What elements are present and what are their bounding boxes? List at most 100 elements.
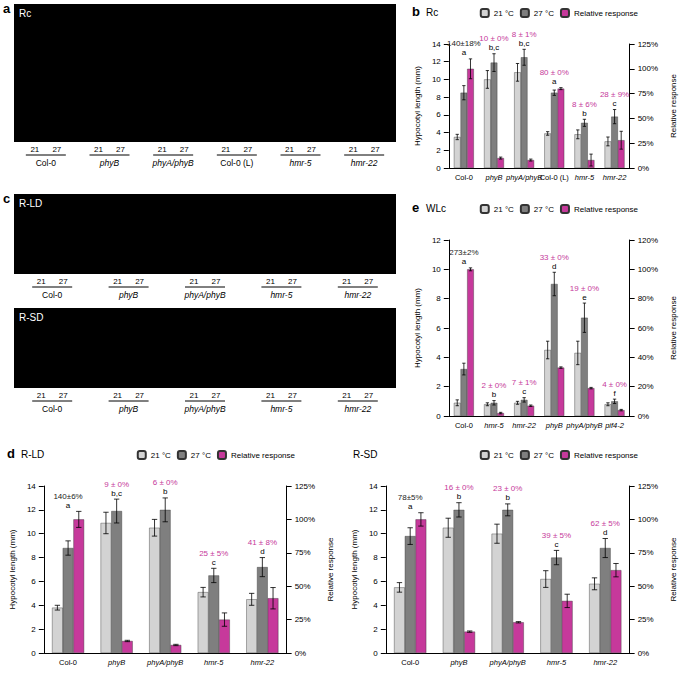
- svg-text:21: 21: [158, 145, 167, 154]
- svg-text:0: 0: [436, 164, 441, 173]
- svg-text:125%: 125%: [638, 482, 658, 491]
- svg-text:hmr-22: hmr-22: [344, 404, 371, 414]
- svg-text:hmr-5: hmr-5: [575, 173, 595, 182]
- svg-text:R-SD: R-SD: [353, 449, 377, 460]
- svg-text:Col-0: Col-0: [36, 158, 57, 168]
- svg-text:20%: 20%: [638, 382, 654, 391]
- svg-text:75%: 75%: [638, 89, 654, 98]
- svg-text:phyA/phyB: phyA/phyB: [183, 290, 225, 300]
- svg-text:a: a: [552, 77, 557, 86]
- svg-text:b: b: [505, 493, 510, 502]
- svg-text:12: 12: [369, 505, 378, 514]
- svg-text:Relative response: Relative response: [574, 9, 639, 18]
- svg-text:2: 2: [436, 146, 441, 155]
- svg-text:e: e: [412, 200, 419, 215]
- svg-text:75%: 75%: [295, 548, 311, 557]
- svg-text:b,c: b,c: [111, 489, 122, 498]
- svg-text:10: 10: [432, 75, 441, 84]
- svg-text:phyA/phyB: phyA/phyB: [489, 658, 526, 667]
- svg-text:25%: 25%: [638, 139, 654, 148]
- svg-text:b,c: b,c: [519, 39, 530, 48]
- svg-text:Col-0: Col-0: [455, 421, 473, 430]
- svg-text:27: 27: [180, 145, 189, 154]
- svg-text:6: 6: [436, 324, 441, 333]
- svg-text:21: 21: [113, 391, 122, 400]
- svg-text:Col-0: Col-0: [401, 658, 419, 667]
- svg-text:hmr-22: hmr-22: [344, 290, 371, 300]
- svg-text:c: c: [212, 558, 216, 567]
- svg-text:Col-0: Col-0: [42, 290, 63, 300]
- svg-text:4: 4: [373, 601, 378, 610]
- svg-text:27 °C: 27 °C: [534, 205, 554, 214]
- svg-text:hmr-5: hmr-5: [204, 658, 224, 667]
- svg-text:21 °C: 21 °C: [494, 451, 514, 460]
- svg-text:27 °C: 27 °C: [191, 451, 211, 460]
- svg-text:WLc: WLc: [426, 203, 446, 214]
- svg-text:b: b: [457, 492, 462, 501]
- svg-text:8: 8: [436, 294, 441, 303]
- svg-text:27: 27: [288, 277, 297, 286]
- svg-text:pif4-2: pif4-2: [604, 421, 625, 430]
- svg-text:d: d: [7, 446, 15, 461]
- svg-text:50%: 50%: [638, 582, 654, 591]
- svg-text:27: 27: [135, 391, 144, 400]
- svg-text:23 ± 0%: 23 ± 0%: [493, 484, 522, 493]
- svg-text:41 ± 8%: 41 ± 8%: [248, 538, 277, 547]
- svg-text:33 ± 0%: 33 ± 0%: [540, 253, 569, 262]
- svg-text:d: d: [260, 547, 264, 556]
- svg-text:8: 8: [436, 93, 441, 102]
- svg-text:a: a: [408, 502, 413, 511]
- svg-text:Col-0: Col-0: [455, 173, 473, 182]
- svg-text:21: 21: [266, 391, 275, 400]
- svg-text:hmr-5: hmr-5: [289, 158, 311, 168]
- svg-text:e: e: [582, 293, 587, 302]
- svg-text:27: 27: [52, 145, 61, 154]
- svg-text:21: 21: [221, 145, 230, 154]
- svg-text:12: 12: [27, 505, 36, 514]
- svg-text:125%: 125%: [295, 482, 315, 491]
- svg-text:Hypocotyl length (mm): Hypocotyl length (mm): [413, 66, 422, 146]
- svg-text:phyA/phyB: phyA/phyB: [565, 421, 602, 430]
- svg-text:27: 27: [364, 391, 373, 400]
- svg-text:27: 27: [59, 391, 68, 400]
- svg-text:phyA/phyB: phyA/phyB: [152, 158, 194, 168]
- svg-text:7 ± 1%: 7 ± 1%: [512, 378, 537, 387]
- svg-text:8: 8: [31, 553, 36, 562]
- svg-text:0%: 0%: [638, 649, 650, 658]
- svg-text:21: 21: [113, 277, 122, 286]
- svg-text:100%: 100%: [295, 515, 315, 524]
- svg-text:hmr-22: hmr-22: [603, 173, 627, 182]
- svg-text:Relative response: Relative response: [669, 537, 678, 602]
- svg-text:21 °C: 21 °C: [494, 9, 514, 18]
- svg-text:a: a: [462, 257, 467, 266]
- svg-text:8 ± 1%: 8 ± 1%: [512, 30, 537, 39]
- svg-text:hmr-5: hmr-5: [270, 404, 292, 414]
- svg-text:10: 10: [27, 529, 36, 538]
- svg-text:6 ± 0%: 6 ± 0%: [153, 478, 178, 487]
- svg-text:14: 14: [432, 40, 441, 49]
- svg-text:Col-0: Col-0: [42, 404, 63, 414]
- svg-text:120%: 120%: [638, 236, 658, 245]
- svg-text:27: 27: [116, 145, 125, 154]
- svg-text:d: d: [603, 528, 607, 537]
- svg-text:b: b: [492, 390, 497, 399]
- svg-text:Col-0 (L): Col-0 (L): [220, 158, 253, 168]
- svg-text:39 ± 5%: 39 ± 5%: [542, 531, 571, 540]
- svg-text:0%: 0%: [638, 412, 650, 421]
- svg-text:2: 2: [373, 625, 378, 634]
- svg-text:b,c: b,c: [489, 43, 500, 52]
- svg-text:28 ± 9%: 28 ± 9%: [600, 90, 629, 99]
- svg-text:hmr-22: hmr-22: [251, 658, 275, 667]
- svg-text:78±5%: 78±5%: [398, 493, 423, 502]
- svg-text:80%: 80%: [638, 294, 654, 303]
- svg-text:phyB: phyB: [118, 404, 139, 414]
- svg-text:hmr-22: hmr-22: [351, 158, 378, 168]
- svg-text:hmr-5: hmr-5: [547, 658, 567, 667]
- svg-text:Relative response: Relative response: [574, 451, 639, 460]
- svg-text:Relative response: Relative response: [669, 295, 678, 360]
- svg-text:phyB: phyB: [118, 290, 139, 300]
- svg-text:phyB: phyB: [484, 173, 502, 182]
- svg-text:12: 12: [432, 236, 441, 245]
- svg-text:0%: 0%: [295, 649, 307, 658]
- svg-text:80 ± 0%: 80 ± 0%: [540, 68, 569, 77]
